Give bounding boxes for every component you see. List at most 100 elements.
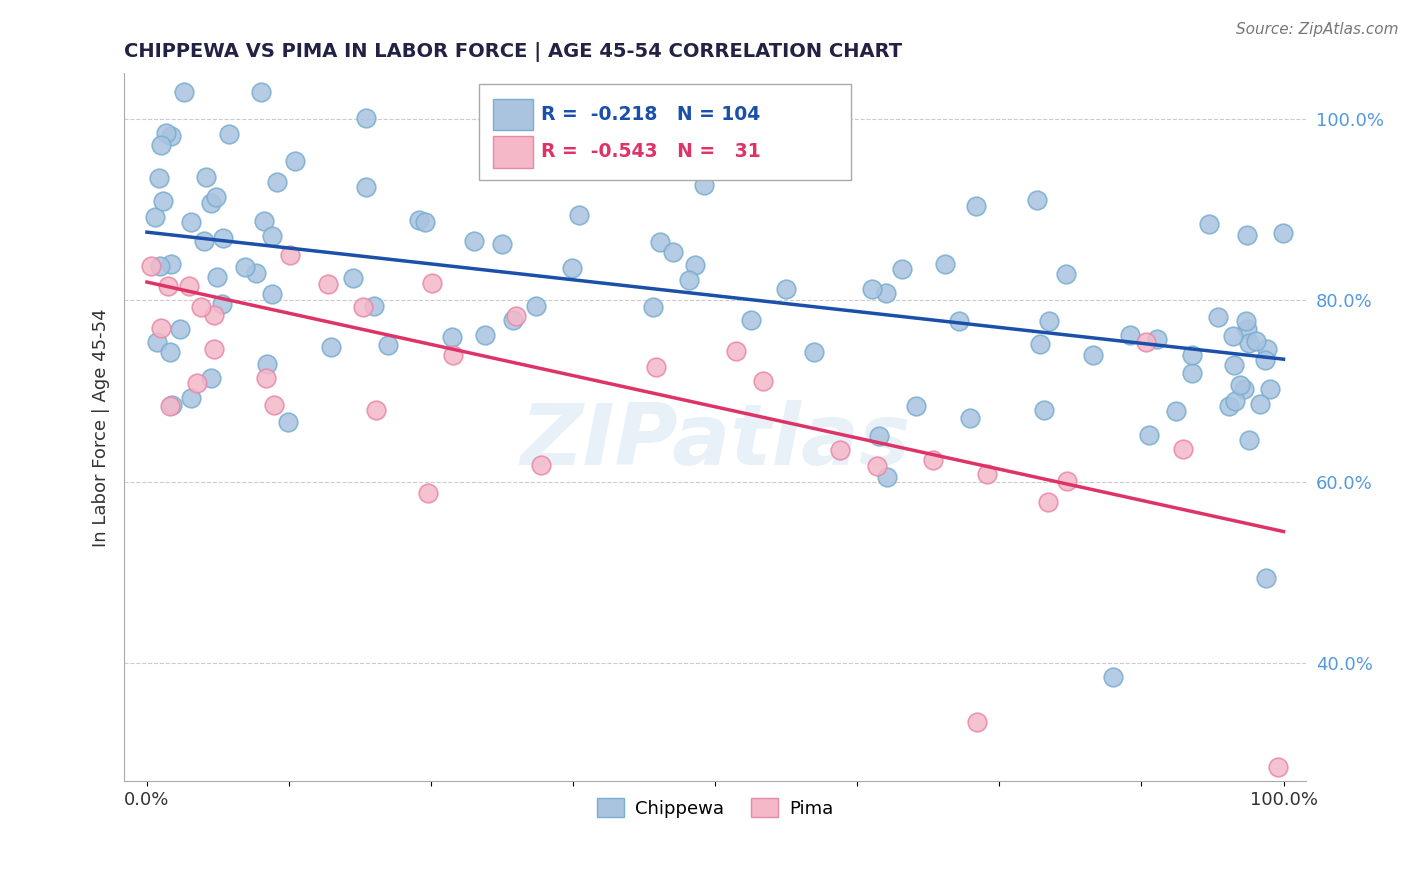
Point bbox=[1135, 334, 1157, 349]
Legend: Chippewa, Pima: Chippewa, Pima bbox=[591, 791, 841, 825]
Point bbox=[342, 271, 364, 285]
Point bbox=[561, 261, 583, 276]
Point bbox=[204, 189, 226, 203]
Text: Source: ZipAtlas.com: Source: ZipAtlas.com bbox=[1236, 22, 1399, 37]
Point bbox=[364, 402, 387, 417]
Point bbox=[644, 360, 666, 375]
Point bbox=[418, 486, 440, 500]
Point bbox=[463, 234, 485, 248]
Point bbox=[1198, 217, 1220, 231]
Point bbox=[752, 374, 775, 388]
Point bbox=[1164, 404, 1187, 418]
Point bbox=[1218, 399, 1240, 413]
Point bbox=[218, 128, 240, 142]
Point bbox=[194, 170, 217, 185]
Point bbox=[180, 391, 202, 405]
Point bbox=[152, 194, 174, 209]
Point bbox=[524, 299, 547, 313]
Point bbox=[377, 338, 399, 352]
Point bbox=[1236, 227, 1258, 242]
FancyBboxPatch shape bbox=[494, 136, 533, 168]
Point bbox=[1272, 227, 1295, 241]
Point bbox=[866, 458, 889, 473]
Point bbox=[149, 260, 172, 274]
Point bbox=[474, 328, 496, 343]
Point bbox=[683, 258, 706, 272]
Point bbox=[284, 154, 307, 169]
Point bbox=[1229, 378, 1251, 392]
Point bbox=[150, 137, 173, 152]
Point bbox=[876, 469, 898, 483]
Point bbox=[1119, 328, 1142, 343]
Point bbox=[1029, 337, 1052, 351]
Point bbox=[965, 199, 987, 213]
Point bbox=[177, 278, 200, 293]
Point bbox=[828, 442, 851, 457]
Point bbox=[160, 398, 183, 412]
Point bbox=[440, 330, 463, 344]
Point bbox=[1083, 348, 1105, 362]
Point bbox=[145, 335, 167, 350]
Point bbox=[139, 259, 162, 273]
Point bbox=[354, 179, 377, 194]
Point bbox=[1032, 402, 1054, 417]
Point bbox=[803, 345, 825, 359]
Point bbox=[740, 313, 762, 327]
Point bbox=[678, 273, 700, 287]
Point bbox=[263, 398, 285, 412]
Point bbox=[262, 228, 284, 243]
Point bbox=[211, 297, 233, 311]
Point bbox=[169, 322, 191, 336]
Point bbox=[1254, 571, 1277, 585]
Point bbox=[160, 257, 183, 271]
FancyBboxPatch shape bbox=[479, 84, 851, 179]
Point bbox=[1223, 358, 1246, 372]
Point bbox=[725, 344, 748, 359]
Point bbox=[422, 276, 444, 290]
Point bbox=[505, 309, 527, 323]
Point bbox=[891, 261, 914, 276]
Point bbox=[976, 467, 998, 481]
Point bbox=[588, 120, 610, 134]
Point bbox=[1244, 334, 1267, 348]
Point bbox=[1233, 382, 1256, 396]
Point bbox=[1054, 267, 1077, 281]
Point bbox=[252, 214, 274, 228]
Point bbox=[245, 266, 267, 280]
Point bbox=[250, 85, 273, 99]
Point bbox=[775, 282, 797, 296]
Point bbox=[193, 234, 215, 248]
Point bbox=[148, 171, 170, 186]
Y-axis label: In Labor Force | Age 45-54: In Labor Force | Age 45-54 bbox=[93, 308, 110, 547]
Point bbox=[868, 428, 890, 442]
Point bbox=[1249, 397, 1271, 411]
Point bbox=[661, 244, 683, 259]
Point bbox=[1038, 495, 1060, 509]
Point bbox=[354, 111, 377, 125]
Point bbox=[904, 399, 927, 413]
Point bbox=[180, 215, 202, 229]
Point bbox=[1222, 329, 1244, 343]
Point bbox=[648, 235, 671, 249]
Point bbox=[413, 215, 436, 229]
Point bbox=[1171, 442, 1194, 456]
Point bbox=[256, 357, 278, 371]
Point bbox=[1234, 314, 1257, 328]
Point bbox=[966, 714, 988, 729]
Point bbox=[278, 248, 301, 262]
Point bbox=[159, 399, 181, 413]
Point bbox=[186, 376, 208, 390]
Point bbox=[948, 314, 970, 328]
Point bbox=[202, 308, 225, 322]
Point bbox=[509, 136, 531, 150]
Point bbox=[143, 211, 166, 225]
Point bbox=[1026, 194, 1049, 208]
Text: R =  -0.218   N = 104: R = -0.218 N = 104 bbox=[541, 105, 761, 124]
Point bbox=[1102, 670, 1125, 684]
Text: CHIPPEWA VS PIMA IN LABOR FORCE | AGE 45-54 CORRELATION CHART: CHIPPEWA VS PIMA IN LABOR FORCE | AGE 45… bbox=[124, 42, 903, 62]
Point bbox=[200, 370, 222, 384]
Point bbox=[212, 231, 235, 245]
Point bbox=[150, 321, 173, 335]
Point bbox=[1146, 332, 1168, 346]
Point bbox=[502, 313, 524, 327]
